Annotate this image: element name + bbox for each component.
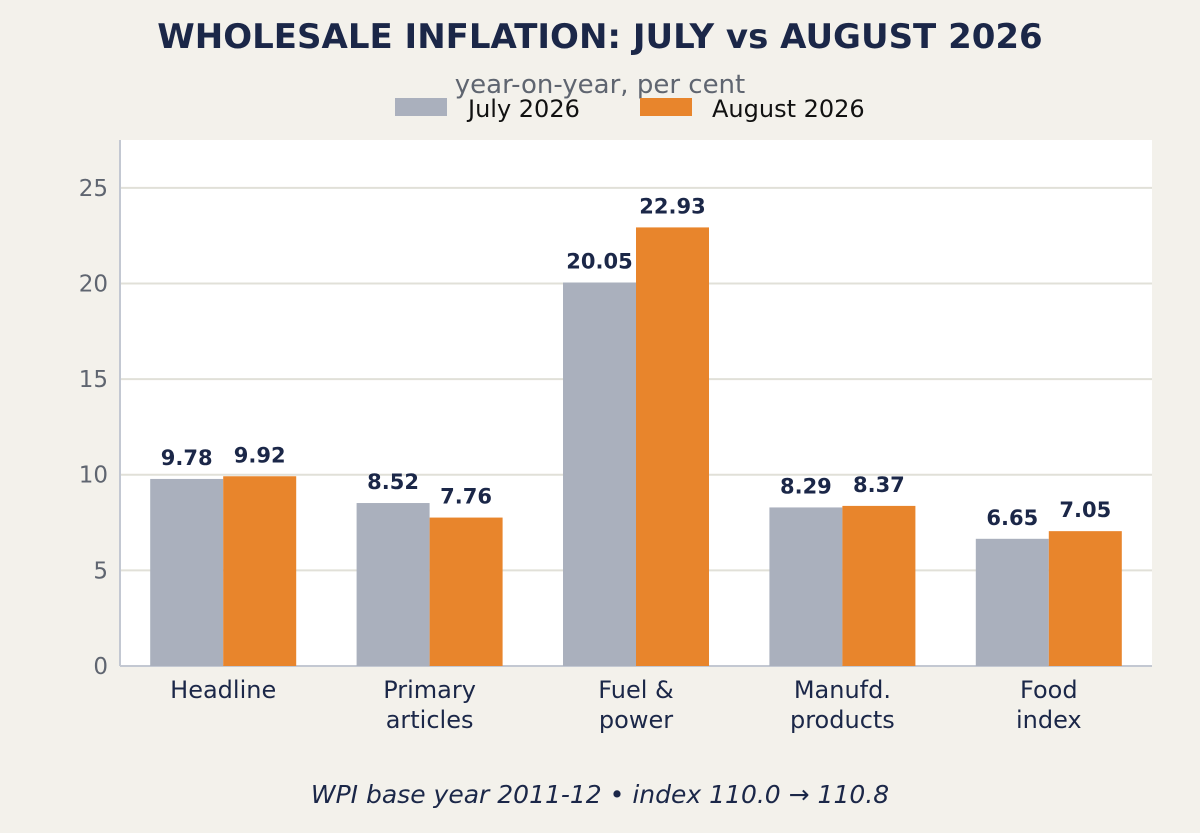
x-tick-label-line: products: [790, 706, 895, 734]
bar-august: [223, 476, 297, 666]
bars: 9.78 9.92 8.52 7.76 20.05 22.93 8.29 8.37 6.65 7.…: [150, 194, 1122, 667]
bar-august: [842, 505, 916, 666]
bar-july: [563, 282, 636, 666]
legend-swatch: [640, 98, 692, 116]
x-tick-label: Primary articles: [383, 676, 476, 734]
x-tick-label-line: Manufd.: [794, 676, 891, 704]
footnote: WPI base year 2011-12 • index 110.0 → 11…: [311, 780, 889, 809]
legend-label: August 2026: [712, 95, 865, 123]
bar-july: [975, 538, 1049, 666]
y-tick-label: 0: [93, 654, 108, 680]
data-label: 8.37: [853, 473, 905, 497]
x-tick-label-line: index: [1016, 706, 1082, 734]
data-label: 8.29: [780, 474, 832, 498]
x-tick-label-line: Fuel &: [598, 676, 673, 704]
data-label: 8.52: [367, 470, 419, 494]
y-tick-label: 5: [93, 558, 108, 584]
bar-july: [769, 507, 843, 666]
x-tick-label: Headline: [170, 676, 276, 704]
data-label: 7.76: [440, 485, 492, 509]
x-tick-label-line: Food: [1020, 676, 1078, 704]
bar-july: [356, 503, 430, 666]
legend-label: July 2026: [466, 95, 580, 123]
bar-july: [150, 478, 224, 666]
x-axis: Headline Primary articles Fuel & power Manufd…: [170, 676, 1081, 734]
x-tick-label-line: articles: [386, 706, 474, 734]
chart-title: WHOLESALE INFLATION: JULY vs AUGUST 2026: [157, 17, 1042, 57]
x-tick-label-line: Primary: [383, 676, 476, 704]
x-tick-label-line: power: [599, 706, 673, 734]
data-label: 6.65: [986, 506, 1038, 530]
legend-swatch: [395, 98, 447, 116]
bar-august: [429, 517, 503, 666]
y-tick-label: 25: [79, 176, 108, 202]
bar-august: [636, 227, 709, 667]
data-label: 9.78: [161, 446, 213, 470]
x-tick-label-line: Headline: [170, 676, 276, 704]
chart-subtitle: year-on-year, per cent: [455, 70, 745, 100]
data-label: 20.05: [566, 249, 632, 273]
y-tick-label: 20: [79, 271, 108, 297]
y-tick-label: 10: [79, 463, 108, 489]
data-label: 22.93: [639, 194, 705, 218]
x-tick-label: Fuel & power: [598, 676, 673, 734]
data-label: 9.92: [234, 443, 286, 467]
legend: July 2026 August 2026: [395, 95, 865, 123]
x-tick-label: Food index: [1016, 676, 1082, 734]
data-label: 7.05: [1059, 498, 1111, 522]
x-tick-label: Manufd. products: [790, 676, 895, 734]
y-tick-label: 15: [79, 367, 108, 393]
bar-august: [1048, 531, 1122, 666]
